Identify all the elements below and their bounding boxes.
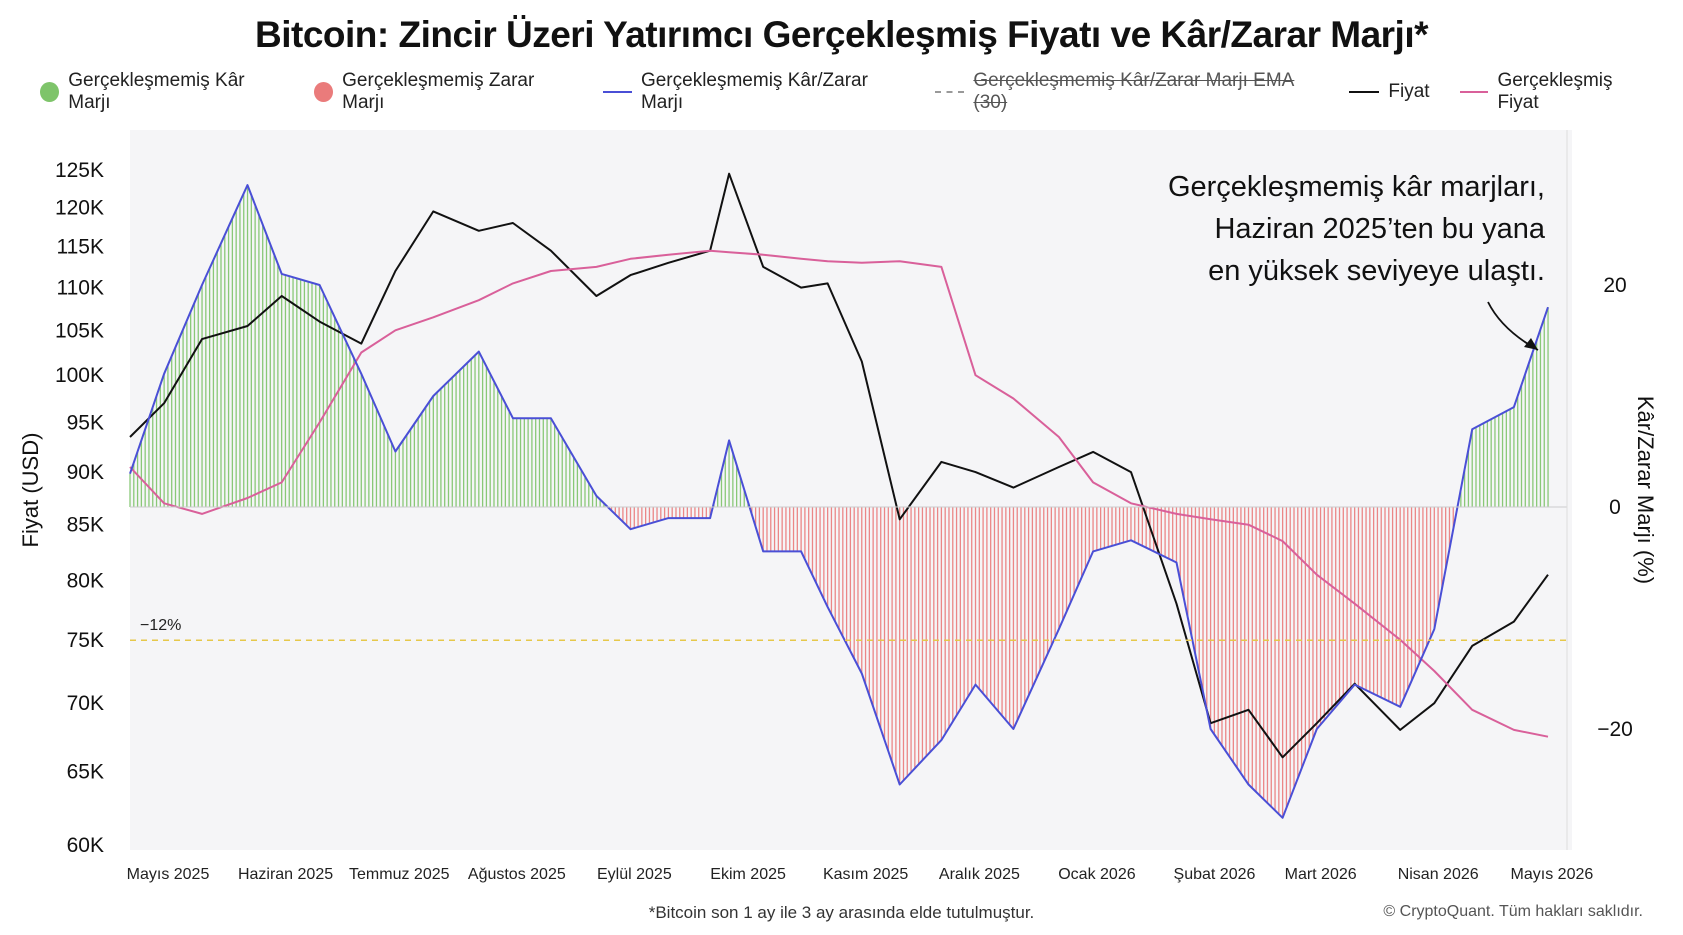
x-tick-label: Mayıs 2026: [1511, 866, 1594, 883]
legend-item-price[interactable]: Fiyat: [1349, 81, 1430, 103]
legend-item-pl-margin[interactable]: Gerçekleşmemiş Kâr/Zarar Marjı: [603, 70, 905, 114]
y-tick-label: 120K: [55, 197, 104, 220]
legend-label: Gerçekleşmemiş Kâr/Zarar Marjı EMA (30): [973, 70, 1295, 113]
legend-loss-dot-icon: [313, 82, 334, 102]
axes: 125K 120K 115K 110K 105K 100K 95K 90K 85K 80K 75K 7…: [55, 130, 1633, 883]
y-tick-label: 105K: [55, 319, 104, 342]
x-tick-label: Eylül 2025: [597, 866, 672, 883]
y-tick-label: 85K: [67, 514, 104, 537]
legend-dashed-line-icon: [935, 91, 965, 93]
y-tick-label: 75K: [67, 629, 104, 652]
y-axis-label: Fiyat (USD): [18, 433, 43, 548]
x-tick-label: Temmuz 2025: [349, 866, 450, 883]
x-tick-label: Haziran 2025: [238, 866, 333, 883]
legend-label: Gerçekleşmiş Fiyat: [1497, 70, 1613, 113]
annotation-line: en yüksek seviyeye ulaştı.: [1208, 255, 1545, 287]
annotation-line: Haziran 2025’ten bu yana: [1214, 213, 1545, 245]
y-tick-label: 60K: [67, 834, 104, 857]
x-tick-label: Nisan 2026: [1398, 866, 1479, 883]
plot-area: [130, 130, 1572, 850]
y-tick-label: 110K: [57, 277, 105, 300]
x-tick-label: Ocak 2026: [1058, 866, 1135, 883]
x-tick-label: Ekim 2025: [710, 866, 786, 883]
y2-tick-label: 0: [1609, 496, 1621, 519]
y-tick-label: 100K: [55, 364, 104, 387]
legend-label: Gerçekleşmemiş Zarar Marjı: [342, 70, 535, 113]
y-tick-label: 95K: [67, 411, 104, 434]
footnote: *Bitcoin son 1 ay ile 3 ay arasında elde…: [648, 903, 1035, 922]
y-tick-label: 125K: [55, 159, 104, 182]
legend-label: Gerçekleşmemiş Kâr/Zarar Marjı: [640, 70, 868, 113]
x-tick-label: Aralık 2025: [939, 866, 1020, 883]
pl-margin-line: [129, 184, 1549, 819]
y2-tick-label: −20: [1597, 718, 1633, 741]
margin-bars: [129, 185, 1549, 818]
x-tick-label: Şubat 2026: [1174, 866, 1256, 883]
y-tick-label: 90K: [67, 461, 104, 484]
y2-axis-label: Kâr/Zarar Marjı (%): [1633, 396, 1658, 584]
legend-item-loss-margin[interactable]: Gerçekleşmemiş Zarar Marjı: [313, 70, 573, 114]
price-line: [129, 172, 1549, 759]
legend-item-profit-margin[interactable]: Gerçekleşmemiş Kâr Marjı: [40, 70, 284, 114]
legend-label: Gerçekleşmemiş Kâr Marjı: [68, 70, 245, 113]
annotation-arrowhead-icon: [1524, 338, 1538, 350]
legend-item-ema[interactable]: Gerçekleşmemiş Kâr/Zarar Marjı EMA (30): [935, 70, 1319, 114]
x-tick-label: Mayıs 2025: [127, 866, 210, 883]
legend-label: Fiyat: [1388, 81, 1430, 102]
reference-line-label: −12%: [140, 617, 181, 634]
legend-black-line-icon: [1349, 91, 1380, 93]
x-tick-label: Mart 2026: [1285, 866, 1357, 883]
annotation-line: Gerçekleşmemiş kâr marjları,: [1168, 171, 1545, 203]
y-tick-label: 115K: [57, 236, 105, 259]
x-tick-label: Kasım 2025: [823, 866, 908, 883]
legend-profit-dot-icon: [40, 82, 60, 102]
legend-item-realized-price[interactable]: Gerçekleşmiş Fiyat: [1459, 70, 1653, 114]
y-tick-label: 70K: [67, 692, 104, 715]
realized-price-line: [129, 249, 1549, 738]
y-tick-label: 80K: [67, 569, 104, 592]
legend-blue-line-icon: [603, 91, 632, 93]
annotation: Gerçekleşmemiş kâr marjları, Haziran 2025…: [1168, 171, 1546, 351]
y-tick-label: 65K: [67, 760, 104, 783]
series-lines: [129, 172, 1549, 819]
copyright: © CryptoQuant. Tüm hakları saklıdır.: [1383, 903, 1643, 920]
chart-title: Bitcoin: Zincir Üzeri Yatırımcı Gerçekle…: [255, 14, 1429, 55]
x-tick-label: Ağustos 2025: [468, 866, 566, 883]
y2-tick-label: 20: [1603, 274, 1626, 297]
legend-pink-line-icon: [1459, 91, 1489, 93]
legend: Gerçekleşmemiş Kâr Marjı Gerçekleşmemiş …: [40, 70, 1683, 113]
